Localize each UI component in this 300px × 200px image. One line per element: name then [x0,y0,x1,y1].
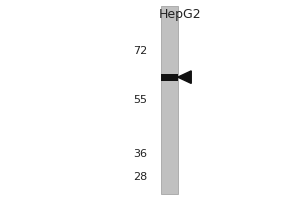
Bar [161,6,178,194]
Text: 36: 36 [133,149,147,159]
Text: 28: 28 [133,172,147,182]
Text: 72: 72 [133,46,147,56]
Polygon shape [178,71,191,83]
Bar [161,74,178,81]
Text: 55: 55 [133,95,147,105]
Text: HepG2: HepG2 [159,8,201,21]
